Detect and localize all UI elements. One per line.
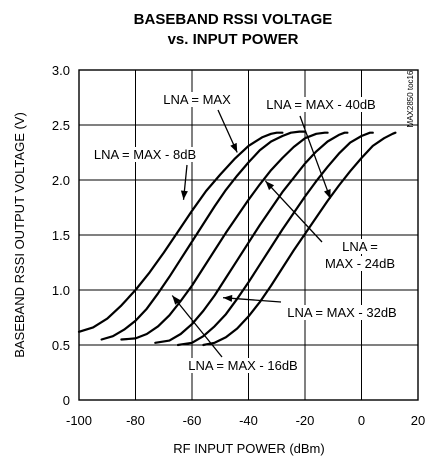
annotation-arrow [299, 115, 332, 199]
y-tick-label: 1.5 [52, 228, 70, 243]
annotation-label: LNA = MAX - 16dB [188, 358, 297, 373]
annotation-arrow [171, 295, 223, 358]
y-tick-labels: 0 0.5 1.0 1.5 2.0 2.5 3.0 [52, 63, 70, 408]
annotation-arrowhead [223, 294, 233, 302]
series-line-3 [120, 131, 329, 341]
annotation-backdrop [339, 239, 381, 254]
annotation-arrowhead [180, 190, 188, 200]
annotation-label: MAX - 24dB [325, 256, 395, 271]
annotation-arrowhead [230, 142, 238, 153]
annotations: LNA = MAX LNA = MAX - 40dB LNA = MAX - 8dB… [88, 92, 403, 373]
x-tick-label: 0 [358, 413, 365, 428]
x-tick-label: -100 [66, 413, 92, 428]
series-line-6 [202, 131, 397, 347]
annotation-backdrop [321, 256, 399, 271]
annotation-label: LNA = [342, 239, 378, 254]
series-line-2 [100, 130, 307, 341]
y-tick-label: 3.0 [52, 63, 70, 78]
annotation-label: LNA = MAX [163, 92, 231, 107]
x-tick-labels: -100 -80 -60 -40 -20 0 20 [66, 413, 425, 428]
grid [79, 70, 418, 400]
series-group [77, 130, 397, 347]
y-tick-label: 0 [63, 393, 70, 408]
y-tick-label: 1.0 [52, 283, 70, 298]
annotation-label: LNA = MAX - 8dB [94, 147, 196, 162]
annotation-arrowhead [324, 189, 331, 199]
annotation-arrow [223, 297, 282, 303]
figure-reference: MAX2850 toc16 [406, 70, 415, 127]
chart-title: BASEBAND RSSI VOLTAGE [134, 11, 333, 28]
annotation-label: LNA = MAX - 32dB [287, 305, 396, 320]
annotation-arrow [264, 180, 323, 243]
annotation-backdrop [162, 92, 232, 107]
y-tick-label: 2.0 [52, 173, 70, 188]
annotation-backdrop [182, 358, 304, 373]
y-tick-label: 2.5 [52, 118, 70, 133]
annotation-backdrop [88, 147, 202, 162]
annotation-label: LNA = MAX - 40dB [266, 97, 375, 112]
annotation-backdrop [260, 97, 382, 112]
x-axis-label: RF INPUT POWER (dBm) [173, 441, 324, 456]
annotation-arrowhead [265, 181, 275, 191]
x-tick-label: -60 [183, 413, 202, 428]
y-axis-label: BASEBAND RSSI OUTPUT VOLTAGE (V) [12, 112, 27, 358]
x-tick-label: -20 [296, 413, 315, 428]
series-line-4 [154, 131, 349, 344]
annotation-backdrop [281, 305, 403, 320]
x-tick-label: -80 [126, 413, 145, 428]
x-tick-label: -40 [239, 413, 258, 428]
series-line-5 [176, 131, 374, 347]
chart-subtitle: vs. INPUT POWER [168, 31, 299, 48]
x-tick-label: 20 [411, 413, 425, 428]
y-tick-label: 0.5 [52, 338, 70, 353]
annotation-arrowhead [172, 295, 181, 305]
series-line-1 [77, 131, 284, 333]
